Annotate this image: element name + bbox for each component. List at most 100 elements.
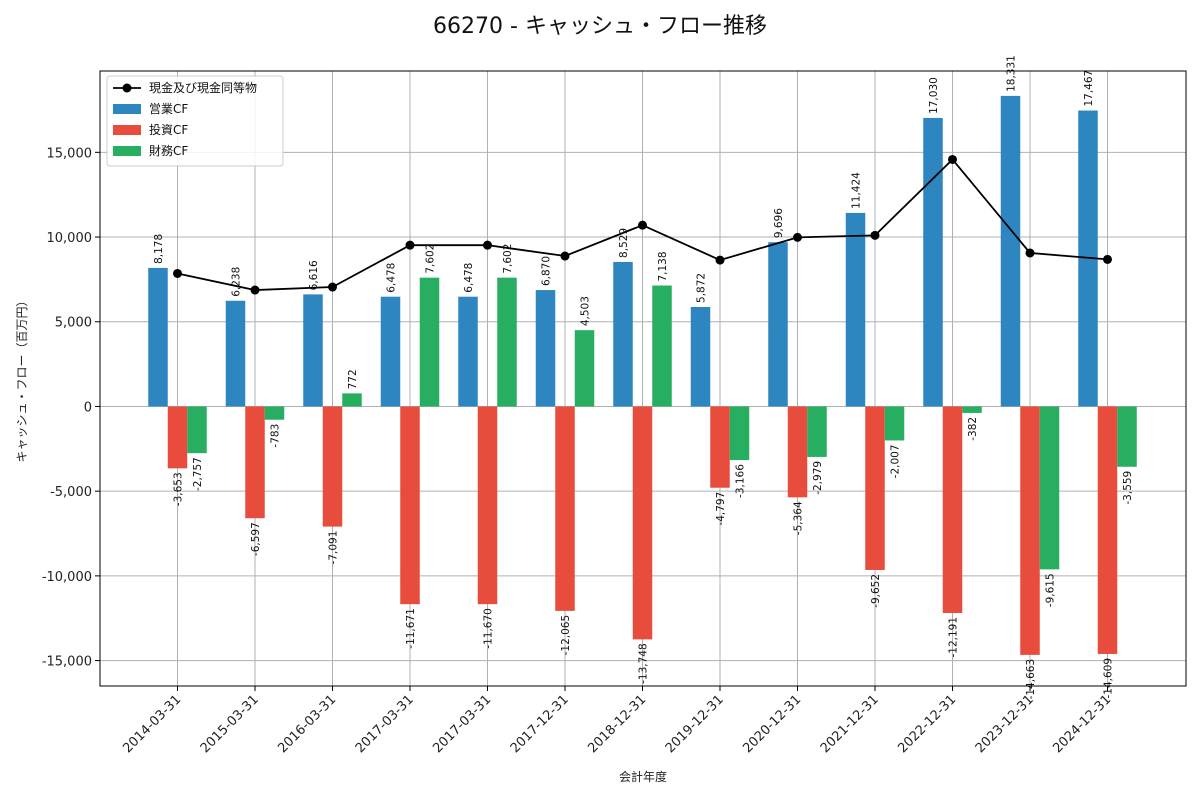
legend-box bbox=[106, 75, 284, 167]
line-point bbox=[1103, 254, 1112, 264]
legend-swatch bbox=[113, 146, 141, 156]
bar-投資CF bbox=[942, 406, 963, 613]
bar-営業CF bbox=[148, 267, 168, 407]
bar-財務CF bbox=[729, 406, 750, 461]
x-axis-label: 会計年度 bbox=[619, 769, 667, 784]
data-label: -2,007 bbox=[890, 444, 902, 478]
x-tick-label: 2015-03-31 bbox=[198, 692, 262, 756]
data-label: 18,331 bbox=[1006, 55, 1018, 92]
bar-投資CF bbox=[865, 406, 885, 570]
bar-営業CF bbox=[768, 242, 788, 407]
legend-label: 投資CF bbox=[149, 122, 188, 137]
line-point bbox=[173, 268, 182, 278]
x-tick-label: 2016-03-31 bbox=[275, 692, 339, 756]
bar-投資CF bbox=[1097, 406, 1118, 654]
data-label: -11,670 bbox=[483, 608, 495, 649]
legend-label: 財務CF bbox=[149, 143, 188, 158]
bar-投資CF bbox=[555, 406, 575, 611]
x-tick-label: 2019-12-31 bbox=[663, 692, 727, 756]
data-label: -6,597 bbox=[250, 522, 262, 556]
bar-投資CF bbox=[710, 406, 730, 488]
x-tick-label: 2021-12-31 bbox=[818, 692, 882, 756]
bar-財務CF bbox=[574, 330, 595, 407]
data-label: 8,529 bbox=[618, 228, 630, 258]
data-label: -3,166 bbox=[735, 464, 747, 498]
data-label: -7,091 bbox=[328, 531, 340, 565]
line-point bbox=[560, 251, 570, 261]
data-label: 6,238 bbox=[231, 267, 243, 297]
bar-投資CF bbox=[477, 406, 498, 605]
bar-投資CF bbox=[167, 406, 188, 469]
bar-営業CF bbox=[923, 117, 943, 407]
data-label: 772 bbox=[347, 369, 359, 389]
bar-財務CF bbox=[497, 277, 517, 407]
data-label: -382 bbox=[967, 417, 979, 441]
data-label: 6,478 bbox=[386, 263, 398, 293]
data-label: 17,030 bbox=[928, 77, 940, 114]
data-label: 9,696 bbox=[773, 208, 785, 238]
data-label: -2,757 bbox=[192, 457, 204, 491]
data-label: 5,872 bbox=[696, 273, 708, 303]
y-tick-label: 0 bbox=[84, 400, 92, 415]
y-tick-label: -10,000 bbox=[42, 570, 92, 585]
data-label: -2,979 bbox=[812, 461, 824, 495]
bar-営業CF bbox=[613, 261, 633, 407]
x-tick-label: 2018-12-31 bbox=[585, 692, 649, 756]
bar-財務CF bbox=[187, 406, 207, 454]
bar-投資CF bbox=[787, 406, 808, 498]
bar-財務CF bbox=[1039, 406, 1060, 570]
x-tick-label: 2017-12-31 bbox=[508, 692, 572, 756]
bar-財務CF bbox=[962, 406, 982, 413]
x-tick-label: 2020-12-31 bbox=[740, 692, 804, 756]
data-label: -14,663 bbox=[1025, 659, 1037, 700]
bar-投資CF bbox=[245, 406, 265, 519]
data-label: 7,602 bbox=[502, 244, 514, 274]
bar-投資CF bbox=[400, 406, 420, 605]
x-tick-label: 2014-03-31 bbox=[120, 692, 184, 756]
x-tick-label: 2022-12-31 bbox=[895, 692, 959, 756]
line-point bbox=[638, 220, 647, 230]
legend-marker bbox=[122, 83, 132, 93]
y-tick-label: 15,000 bbox=[47, 146, 93, 161]
bar-投資CF bbox=[1020, 406, 1040, 655]
data-label: -3,559 bbox=[1122, 471, 1134, 505]
bar-営業CF bbox=[1000, 95, 1021, 407]
bar-財務CF bbox=[419, 277, 440, 407]
bar-財務CF bbox=[652, 285, 672, 407]
bar-財務CF bbox=[1117, 406, 1137, 467]
data-label: -9,615 bbox=[1045, 573, 1057, 607]
bar-財務CF bbox=[807, 406, 827, 457]
line-point bbox=[405, 240, 415, 250]
bar-財務CF bbox=[342, 393, 362, 407]
data-label: 6,616 bbox=[308, 260, 320, 290]
y-tick-label: -15,000 bbox=[42, 655, 92, 670]
x-tick-label: 2024-12-31 bbox=[1050, 692, 1114, 756]
line-point bbox=[328, 282, 337, 292]
data-label: 4,503 bbox=[580, 296, 592, 326]
data-label: 7,602 bbox=[425, 244, 437, 274]
line-point bbox=[793, 232, 802, 242]
x-tick-label: 2023-12-31 bbox=[973, 692, 1037, 756]
data-label: -13,748 bbox=[638, 643, 650, 684]
data-label: -14,609 bbox=[1103, 658, 1115, 699]
line-point bbox=[715, 255, 725, 265]
data-label: -9,652 bbox=[870, 574, 882, 608]
data-label: 8,178 bbox=[153, 234, 165, 264]
bar-営業CF bbox=[845, 212, 866, 407]
x-tick-label: 2017-03-31 bbox=[353, 692, 417, 756]
data-label: 6,870 bbox=[541, 256, 553, 286]
bar-営業CF bbox=[225, 300, 246, 407]
legend-swatch bbox=[113, 104, 141, 114]
y-tick-label: 10,000 bbox=[47, 231, 93, 246]
bar-営業CF bbox=[303, 294, 323, 407]
line-point bbox=[250, 285, 260, 295]
legend-label: 現金及び現金同等物 bbox=[149, 80, 257, 95]
line-point bbox=[948, 154, 957, 164]
bar-営業CF bbox=[690, 306, 711, 407]
bar-営業CF bbox=[458, 296, 478, 407]
data-label: -11,671 bbox=[405, 608, 417, 649]
y-tick-label: 5,000 bbox=[55, 316, 92, 331]
data-label: 6,478 bbox=[463, 263, 475, 293]
